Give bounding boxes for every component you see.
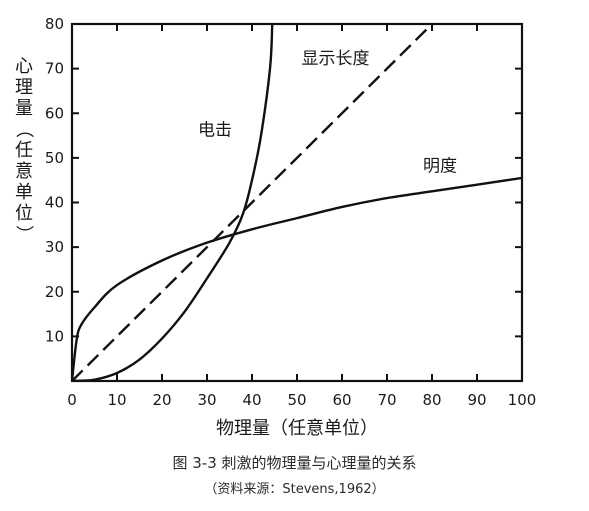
- curve-label-2: 明度: [423, 156, 457, 176]
- x-tick-label-1: 10: [107, 391, 126, 409]
- x-tick-label-4: 40: [242, 391, 261, 409]
- curve-label-0: 显示长度: [302, 49, 370, 69]
- series-line-0: [72, 24, 274, 381]
- y-axis-title-char-1: 理: [15, 77, 33, 98]
- x-tick-label-6: 60: [332, 391, 351, 409]
- x-tick-label-0: 0: [67, 391, 77, 409]
- y-tick-label-6: 70: [45, 60, 64, 78]
- y-axis-title-char-6: 单: [15, 182, 33, 203]
- x-tick-label-2: 20: [152, 391, 171, 409]
- y-tick-label-5: 60: [45, 104, 64, 122]
- x-tick-label-10: 100: [508, 391, 537, 409]
- y-tick-label-4: 50: [45, 149, 64, 167]
- x-tick-label-9: 90: [467, 391, 486, 409]
- series-line-2: [72, 176, 522, 381]
- x-tick-label-5: 50: [287, 391, 306, 409]
- x-tick-label-8: 80: [422, 391, 441, 409]
- curve-label-1: 电击: [198, 121, 232, 141]
- y-axis-title: 心理量（ 任意单位）: [13, 56, 34, 243]
- y-tick-label-2: 30: [45, 238, 64, 256]
- y-axis-title-char-3: （: [13, 120, 34, 138]
- plot-frame: [70, 22, 524, 383]
- figure-source: （资料来源：Stevens,1962）: [204, 482, 385, 497]
- series-line-1: [72, 24, 433, 381]
- y-axis-title-char-5: 意: [15, 161, 33, 182]
- chart: 0 10 20 30 40 50 60 70 80 90 100 1020304050607080 …: [13, 15, 536, 439]
- y-axis-title-char-0: 心: [15, 56, 33, 77]
- y-axis-title-char-2: 量: [15, 98, 33, 119]
- x-tick-label-3: 30: [197, 391, 216, 409]
- y-axis-ticks: 10 20 30 40 50 60 70 80: [45, 15, 522, 345]
- y-tick-label-3: 40: [45, 194, 64, 212]
- x-axis-title: 物理量（任意单位）: [216, 418, 378, 439]
- y-tick-label-1: 20: [45, 283, 64, 301]
- y-tick-label-7: 80: [45, 15, 64, 33]
- curves-layer: [72, 24, 522, 381]
- y-axis-title-char-4: 任: [15, 140, 33, 161]
- figure-caption: 图 3-3 刺激的物理量与心理量的关系: [172, 454, 417, 472]
- x-tick-label-7: 70: [377, 391, 396, 409]
- y-axis-title-char-7: 位: [15, 203, 33, 224]
- y-axis-title-char-8: ）: [13, 225, 34, 243]
- y-tick-label-0: 10: [45, 327, 64, 345]
- x-axis-ticks: 0 10 20 30 40 50 60 70 80 90 100: [67, 24, 536, 409]
